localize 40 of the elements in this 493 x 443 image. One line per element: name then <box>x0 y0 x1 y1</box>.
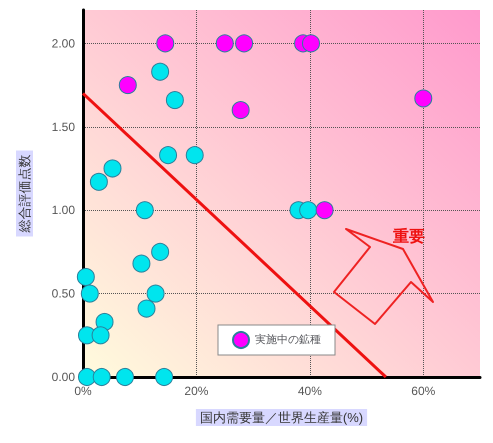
point <box>90 172 108 191</box>
point <box>159 146 178 164</box>
point <box>166 91 184 110</box>
point <box>302 34 320 52</box>
point <box>186 146 204 164</box>
point <box>232 101 250 120</box>
point <box>146 284 165 303</box>
point <box>92 326 110 344</box>
point <box>76 268 95 286</box>
point <box>216 34 234 52</box>
point <box>104 159 122 178</box>
point <box>136 201 154 220</box>
y-axis-title: 総合評価点数 <box>17 154 32 234</box>
point <box>116 368 134 386</box>
x-tick-label: 60% <box>411 384 436 398</box>
point <box>92 368 111 386</box>
point <box>155 368 174 386</box>
point <box>132 254 150 273</box>
y-tick-label: 1.50 <box>52 120 76 134</box>
point <box>156 34 174 52</box>
point <box>151 242 170 261</box>
point <box>78 368 96 386</box>
y-tick-label: 0.00 <box>52 370 76 384</box>
point <box>118 76 137 94</box>
point <box>235 34 254 52</box>
point <box>316 201 334 220</box>
legend-label: 実施中の鉱種 <box>255 333 321 346</box>
point <box>414 89 432 108</box>
point <box>80 284 99 303</box>
x-tick-label: 0% <box>74 384 92 398</box>
annotation: 重要 <box>392 226 425 246</box>
point <box>151 62 170 81</box>
point <box>138 300 156 318</box>
y-tick-label: 0.50 <box>52 286 76 301</box>
y-tick-label: 1.00 <box>52 203 76 218</box>
x-tick-label: 40% <box>298 384 322 398</box>
point <box>299 201 318 220</box>
x-tick-label: 20% <box>184 384 209 398</box>
x-axis-title: 国内需要量／世界生産量(%) <box>200 410 364 425</box>
y-tick-label: 2.00 <box>52 36 76 50</box>
